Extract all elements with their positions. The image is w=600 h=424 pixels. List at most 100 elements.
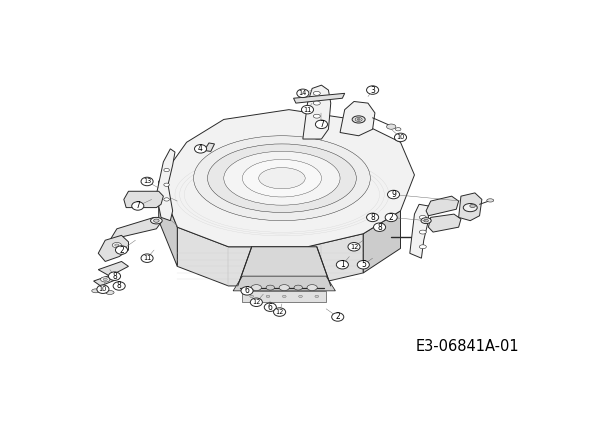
- Ellipse shape: [103, 278, 107, 281]
- Text: 3: 3: [370, 86, 375, 95]
- Circle shape: [357, 260, 370, 269]
- Circle shape: [301, 106, 314, 114]
- Text: 14: 14: [299, 90, 307, 96]
- Circle shape: [367, 213, 379, 222]
- Polygon shape: [98, 262, 128, 276]
- Text: 2: 2: [335, 312, 340, 321]
- Text: 8: 8: [117, 282, 122, 290]
- Ellipse shape: [106, 290, 114, 294]
- Circle shape: [109, 272, 121, 280]
- Ellipse shape: [395, 128, 401, 131]
- Ellipse shape: [352, 116, 365, 123]
- Ellipse shape: [250, 295, 254, 298]
- Circle shape: [274, 308, 286, 316]
- Circle shape: [141, 177, 153, 186]
- Polygon shape: [158, 181, 178, 266]
- Polygon shape: [410, 204, 428, 258]
- Circle shape: [332, 313, 344, 321]
- Polygon shape: [233, 276, 335, 291]
- Ellipse shape: [259, 167, 305, 189]
- Text: 12: 12: [275, 309, 284, 315]
- Circle shape: [264, 303, 277, 311]
- Ellipse shape: [151, 218, 162, 224]
- Polygon shape: [238, 247, 331, 286]
- Ellipse shape: [224, 151, 340, 205]
- Ellipse shape: [92, 289, 100, 293]
- Ellipse shape: [313, 101, 320, 105]
- Polygon shape: [110, 218, 161, 247]
- Text: 6: 6: [245, 286, 250, 296]
- Ellipse shape: [164, 183, 169, 187]
- Circle shape: [97, 285, 109, 293]
- Text: 11: 11: [143, 255, 151, 261]
- Ellipse shape: [251, 285, 262, 290]
- Ellipse shape: [194, 136, 370, 220]
- Text: 9: 9: [391, 190, 396, 199]
- Ellipse shape: [419, 230, 427, 234]
- Circle shape: [394, 133, 407, 142]
- Circle shape: [316, 120, 328, 128]
- Ellipse shape: [242, 159, 322, 197]
- Text: 2: 2: [389, 213, 394, 222]
- Ellipse shape: [208, 144, 356, 212]
- Text: 10: 10: [99, 286, 107, 292]
- Circle shape: [374, 223, 386, 232]
- Ellipse shape: [294, 285, 302, 290]
- Ellipse shape: [154, 219, 159, 222]
- Ellipse shape: [424, 219, 428, 222]
- Text: 4: 4: [198, 144, 203, 153]
- Polygon shape: [157, 149, 175, 220]
- Ellipse shape: [313, 91, 320, 95]
- Ellipse shape: [487, 199, 494, 202]
- Text: E3-06841A-01: E3-06841A-01: [416, 339, 520, 354]
- Circle shape: [241, 287, 253, 295]
- Ellipse shape: [315, 295, 319, 298]
- Ellipse shape: [307, 285, 317, 290]
- Text: 1: 1: [340, 260, 345, 269]
- Text: 13: 13: [143, 179, 151, 184]
- Ellipse shape: [419, 215, 427, 219]
- Text: 7: 7: [319, 120, 324, 129]
- Circle shape: [337, 260, 349, 269]
- Circle shape: [113, 282, 125, 290]
- Ellipse shape: [164, 198, 169, 201]
- Text: 7: 7: [136, 201, 140, 210]
- Polygon shape: [458, 193, 482, 220]
- Ellipse shape: [313, 114, 320, 118]
- Polygon shape: [340, 101, 375, 136]
- Circle shape: [297, 89, 309, 98]
- Polygon shape: [124, 191, 163, 208]
- Polygon shape: [178, 227, 364, 286]
- Text: 8: 8: [112, 272, 117, 281]
- Ellipse shape: [115, 244, 119, 246]
- Ellipse shape: [266, 285, 274, 290]
- Ellipse shape: [279, 285, 289, 290]
- Polygon shape: [364, 211, 401, 273]
- Polygon shape: [293, 93, 344, 103]
- Polygon shape: [158, 110, 415, 247]
- Polygon shape: [426, 196, 458, 216]
- Text: 8: 8: [370, 213, 375, 222]
- Ellipse shape: [355, 117, 362, 121]
- Text: 12: 12: [252, 299, 260, 305]
- Ellipse shape: [112, 243, 121, 248]
- Polygon shape: [242, 291, 326, 302]
- Polygon shape: [204, 143, 215, 151]
- Ellipse shape: [470, 204, 475, 208]
- Text: 8: 8: [377, 223, 382, 232]
- Circle shape: [388, 190, 400, 199]
- Circle shape: [250, 298, 262, 307]
- Ellipse shape: [421, 218, 431, 223]
- Circle shape: [132, 202, 144, 210]
- Ellipse shape: [357, 118, 360, 120]
- Ellipse shape: [299, 295, 302, 298]
- Ellipse shape: [386, 124, 396, 129]
- Text: 2: 2: [119, 245, 124, 254]
- Polygon shape: [98, 235, 128, 262]
- Circle shape: [141, 254, 153, 262]
- Polygon shape: [94, 274, 117, 286]
- Circle shape: [348, 243, 360, 251]
- Circle shape: [194, 145, 206, 153]
- Ellipse shape: [463, 204, 477, 212]
- Text: 12: 12: [350, 244, 358, 250]
